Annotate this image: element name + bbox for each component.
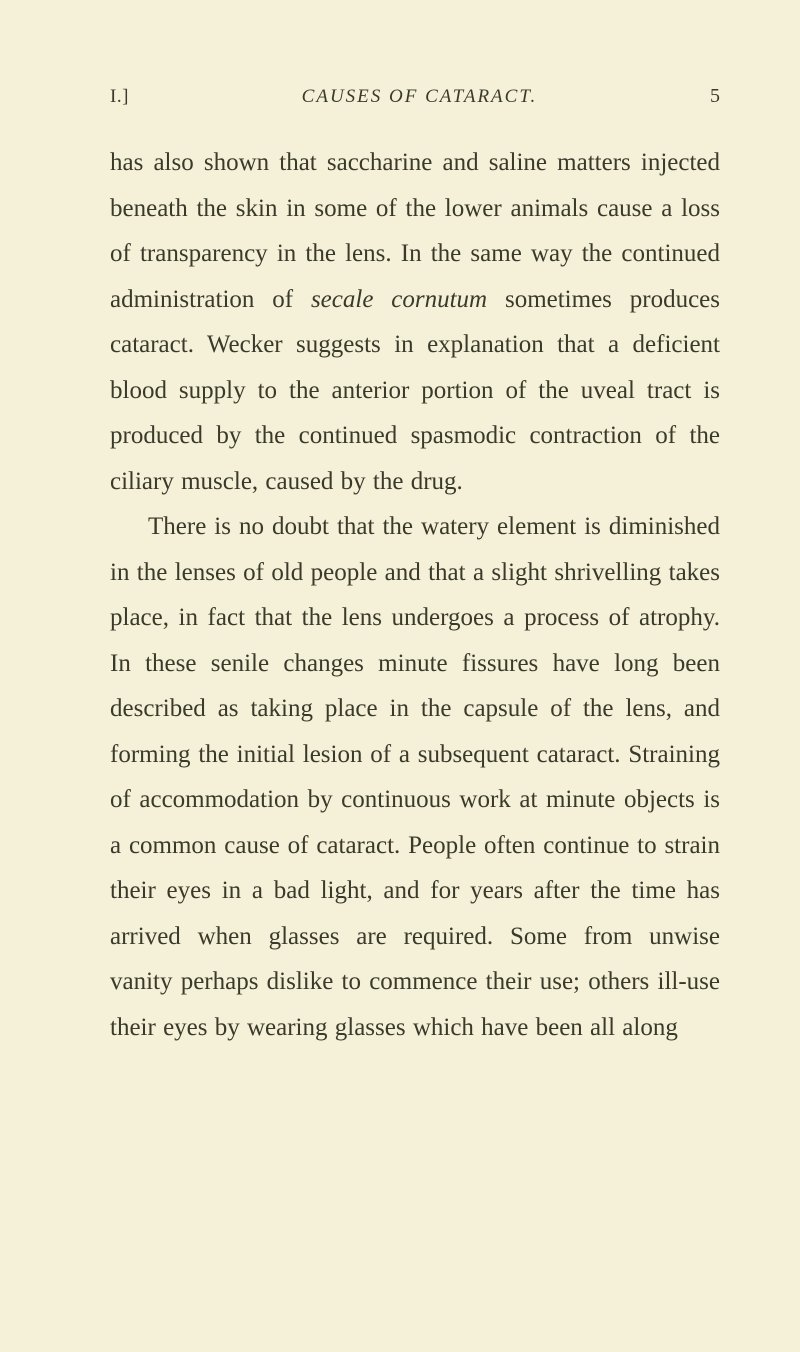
p1-italic: secale cornutum xyxy=(311,286,487,313)
page-header: I.] CAUSES OF CATARACT. 5 xyxy=(110,85,720,108)
p1-text-2: sometimes produces cataract. Wecker sugg… xyxy=(110,286,720,495)
running-title: CAUSES OF CATARACT. xyxy=(129,86,710,108)
paragraph-1: has also shown that saccharine and salin… xyxy=(110,140,720,504)
page-number: 5 xyxy=(710,85,720,108)
paragraph-2: There is no doubt that the watery elemen… xyxy=(110,504,720,1050)
section-marker: I.] xyxy=(110,86,129,108)
body-text: has also shown that saccharine and salin… xyxy=(110,140,720,1050)
